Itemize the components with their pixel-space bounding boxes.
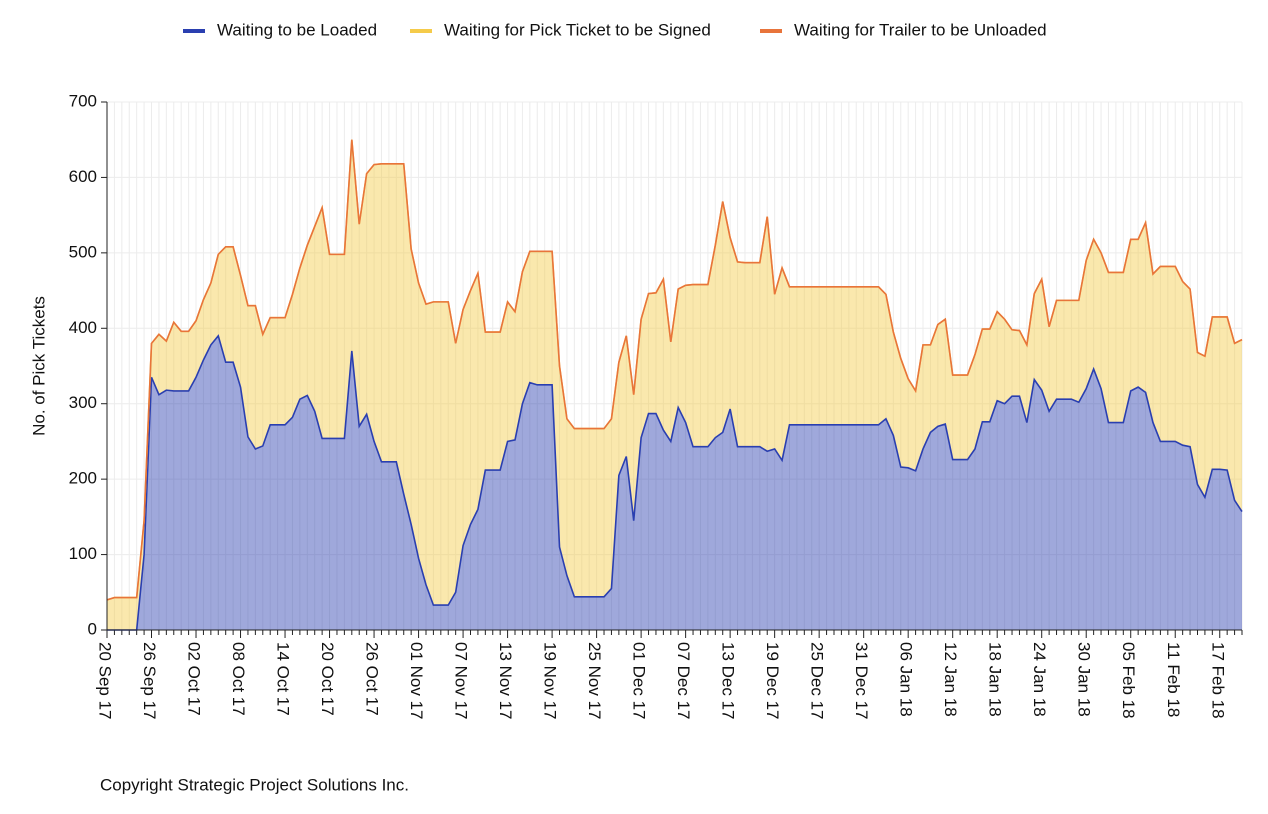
area <box>107 335 1242 630</box>
x-tick-label: 24 Jan 18 <box>1030 642 1049 717</box>
y-tick-label: 400 <box>69 318 97 337</box>
y-tick-label: 200 <box>69 469 97 488</box>
x-tick-label: 31 Dec 17 <box>852 642 871 720</box>
x-tick-label: 30 Jan 18 <box>1075 642 1094 717</box>
x-tick-label: 05 Feb 18 <box>1119 642 1138 719</box>
x-tick-label: 01 Dec 17 <box>630 642 649 720</box>
x-tick-label: 11 Feb 18 <box>1164 642 1183 717</box>
legend-label: Waiting to be Loaded <box>217 20 377 39</box>
x-tick-label: 25 Nov 17 <box>585 642 604 720</box>
x-tick-label: 19 Nov 17 <box>541 642 560 720</box>
x-tick-label: 25 Dec 17 <box>808 642 827 720</box>
y-axis-label: No. of Pick Tickets <box>29 296 48 436</box>
x-tick-label: 13 Dec 17 <box>719 642 738 720</box>
y-tick-label: 600 <box>69 167 97 186</box>
x-tick-label: 26 Sep 17 <box>140 642 159 720</box>
y-tick-label: 100 <box>69 544 97 563</box>
area-line <box>107 334 1243 631</box>
y-tick-label: 500 <box>69 242 97 261</box>
y-tick-label: 0 <box>88 619 97 638</box>
x-tick-label: 12 Jan 18 <box>941 642 960 717</box>
x-tick-label: 26 Oct 17 <box>363 642 382 716</box>
area-line <box>106 139 1243 601</box>
x-tick-label: 20 Oct 17 <box>318 642 337 716</box>
footer: Copyright Strategic Project Solutions In… <box>100 775 409 794</box>
x-tick-label: 18 Jan 18 <box>986 642 1005 717</box>
x-tick-label: 08 Oct 17 <box>229 642 248 716</box>
x-tick-label: 02 Oct 17 <box>185 642 204 716</box>
x-tick-label: 20 Sep 17 <box>96 642 115 720</box>
y-tick-label: 300 <box>69 393 97 412</box>
x-tick-label: 07 Dec 17 <box>674 642 693 720</box>
x-tick-label: 19 Dec 17 <box>763 642 782 720</box>
x-tick-label: 06 Jan 18 <box>897 642 916 717</box>
y-tick-label: 700 <box>69 91 97 110</box>
area <box>107 139 1242 630</box>
x-tick-label: 17 Feb 18 <box>1208 642 1227 719</box>
x-tick-label: 14 Oct 17 <box>274 642 293 716</box>
x-tick-label: 07 Nov 17 <box>452 642 471 720</box>
x-tick-label: 01 Nov 17 <box>407 642 426 720</box>
legend-label: Waiting for Pick Ticket to be Signed <box>444 20 711 39</box>
x-tick-label: 13 Nov 17 <box>496 642 515 720</box>
legend-label: Waiting for Trailer to be Unloaded <box>794 20 1047 39</box>
